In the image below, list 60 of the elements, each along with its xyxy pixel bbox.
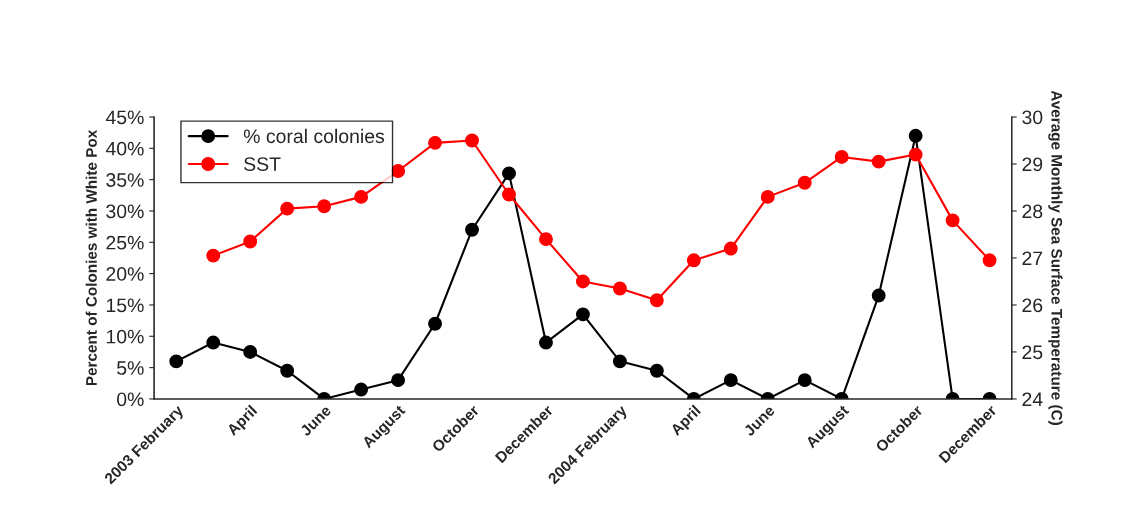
point (982, 253, 997, 268)
point (206, 248, 221, 263)
point (908, 147, 923, 162)
point (834, 149, 849, 164)
point (686, 253, 701, 268)
y-tick-label: 15% (106, 298, 144, 313)
point (797, 373, 812, 388)
point (391, 164, 406, 178)
legend-label: % coral colonies (243, 128, 385, 144)
y-axis-title: Percent of Colonies with White Pox (85, 129, 97, 386)
point (243, 345, 258, 359)
point (649, 293, 664, 308)
point (612, 281, 627, 296)
y2-tick-label: 30 (1022, 110, 1043, 125)
point (502, 187, 516, 202)
y-tick-label: 35% (106, 173, 144, 187)
y2-tick-label: 26 (1022, 298, 1043, 313)
point (243, 234, 258, 249)
y-tick-label: 20% (106, 267, 144, 281)
point (575, 307, 590, 322)
point (280, 363, 295, 378)
y2-tick-label: 27 (1022, 251, 1043, 266)
y2-tick-label: 25 (1022, 345, 1043, 360)
y-tick-label: 10% (106, 329, 144, 344)
point (539, 335, 553, 350)
point (465, 222, 479, 237)
point (391, 373, 406, 388)
point (502, 166, 516, 181)
point (428, 135, 442, 150)
point (649, 363, 664, 378)
point (354, 189, 369, 204)
y-tick-label: 0% (117, 392, 144, 407)
point (723, 373, 738, 388)
point (760, 189, 775, 204)
point (908, 128, 923, 143)
point (354, 382, 369, 397)
y2-tick-label: 29 (1022, 157, 1043, 172)
y2-tick-label: 24 (1022, 392, 1043, 406)
point (206, 335, 221, 350)
y-tick-label: 40% (105, 141, 144, 156)
point (465, 133, 479, 148)
point (317, 199, 332, 214)
y-tick-label: 30% (106, 204, 144, 219)
y-tick-label: 45% (105, 110, 144, 125)
point (539, 232, 553, 247)
point (169, 354, 184, 369)
point (428, 316, 442, 331)
y2-axis-title: Average Monthly Sea Surface Temperature (C) (1048, 90, 1063, 425)
point (575, 274, 590, 289)
y-tick-label: 25% (106, 235, 144, 250)
y-tick-label: 5% (117, 361, 144, 375)
point (797, 175, 812, 190)
legend-label: SST (244, 157, 281, 171)
y2-tick-label: 28 (1022, 204, 1043, 219)
point (871, 154, 886, 169)
point (612, 354, 627, 369)
point (723, 241, 738, 256)
point (945, 213, 960, 228)
point (871, 288, 886, 303)
point (280, 201, 295, 216)
